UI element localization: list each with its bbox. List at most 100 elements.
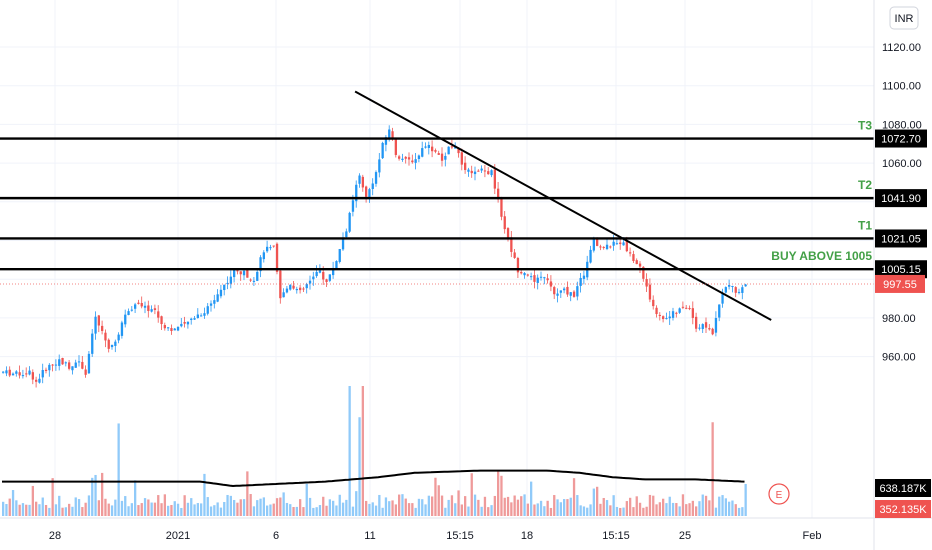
volume-bar (226, 494, 229, 516)
volume-bar (417, 498, 421, 516)
candle-body (282, 292, 285, 298)
candle-body (648, 284, 652, 300)
volume-bar (91, 477, 94, 516)
time-axis[interactable]: 28 2021 6 11 15:15 18 15:15 25 Feb (49, 530, 822, 542)
candle-body (269, 247, 272, 249)
candle-body (183, 322, 186, 324)
volume-bar (213, 505, 216, 516)
candle-body (388, 129, 391, 138)
candle-body (731, 286, 734, 288)
candle-body (596, 238, 599, 246)
volume-bar (510, 502, 513, 516)
candle-body (209, 303, 213, 306)
candle-body (566, 286, 569, 295)
volume-bar (355, 491, 358, 516)
candle-body (104, 332, 107, 341)
volume-bar (744, 483, 747, 516)
candle-body (635, 260, 638, 265)
candle-body (460, 152, 463, 165)
candle-body (64, 362, 67, 364)
volume-bar (371, 502, 374, 516)
volume-bar (351, 506, 355, 516)
volume-bar (516, 499, 520, 516)
candle-body (480, 168, 483, 171)
candle-body (678, 308, 681, 313)
volume-bar (645, 506, 648, 516)
volume-bar (652, 495, 655, 516)
volume-bar (500, 475, 503, 516)
volume-bar (477, 499, 480, 516)
candle-body (546, 278, 549, 281)
volume-bar (38, 504, 41, 516)
candle-body (61, 357, 64, 365)
volume-bar (104, 498, 107, 516)
candle-body (414, 159, 417, 163)
level-price-tag (875, 260, 927, 279)
volume-bar (427, 495, 430, 516)
candle-body (190, 318, 193, 321)
volume-bar (513, 495, 516, 516)
candle-body (599, 246, 602, 248)
trendline[interactable] (354, 90, 772, 321)
volume-bar (206, 497, 209, 516)
price-axis[interactable]: 1120.00 1100.00 1080.00 1060.00 980.00 960.00 (882, 42, 922, 364)
candle-body (629, 252, 632, 254)
candle-body (91, 333, 94, 354)
volume-bar (549, 507, 553, 516)
volume-bar (490, 505, 493, 516)
candle-body (744, 284, 747, 287)
volume-bar (675, 503, 678, 516)
candle-body (147, 305, 150, 312)
volume-bar (87, 495, 91, 516)
volume-bar (120, 500, 124, 516)
volume-bar (688, 503, 691, 516)
volume-bar (523, 494, 526, 516)
volume-bar (233, 499, 236, 516)
candle-body (285, 288, 289, 293)
candle-body (97, 315, 100, 326)
candle-body (526, 274, 529, 276)
volume-bar (322, 496, 325, 516)
volume-bar (602, 497, 605, 516)
volume-bar (176, 503, 180, 516)
candle-body (101, 325, 104, 331)
volume-bar (361, 386, 364, 516)
volume-bar (596, 486, 599, 516)
price-levels[interactable]: T3 T2 T1 BUY ABOVE 1005 (0, 119, 874, 271)
candle-body (728, 285, 731, 287)
candle-body (365, 186, 368, 197)
volume-bar (668, 496, 671, 516)
candle-body (671, 311, 675, 318)
volume-bar (394, 504, 397, 516)
candle-body (533, 275, 536, 282)
volume-bar (619, 507, 622, 516)
candle-body (652, 299, 655, 307)
candle-body (434, 150, 437, 152)
volume-bar (180, 507, 183, 516)
candle-body (28, 370, 31, 375)
candle-body (134, 304, 137, 309)
candle-body (513, 252, 516, 258)
candle-body (44, 369, 48, 371)
currency-unit-button[interactable]: INR (889, 6, 919, 30)
volume-bar (44, 504, 48, 516)
candle-body (642, 266, 645, 279)
candle-body (421, 148, 424, 157)
last-price-tag (875, 274, 925, 293)
volume-readout-tag (875, 479, 931, 497)
event-marker[interactable]: E (768, 483, 790, 505)
volume-bar (143, 498, 147, 516)
candle-body (477, 170, 480, 172)
candle-body (77, 361, 81, 363)
volume-bar (167, 505, 170, 516)
candle-body (394, 139, 397, 155)
candle-body (38, 378, 41, 383)
candle-body (371, 183, 374, 190)
volume-bar (137, 505, 140, 516)
volume-bar (160, 503, 163, 516)
volume-bar (635, 496, 638, 516)
volume-bar (695, 506, 698, 516)
volume-bar (592, 488, 595, 516)
